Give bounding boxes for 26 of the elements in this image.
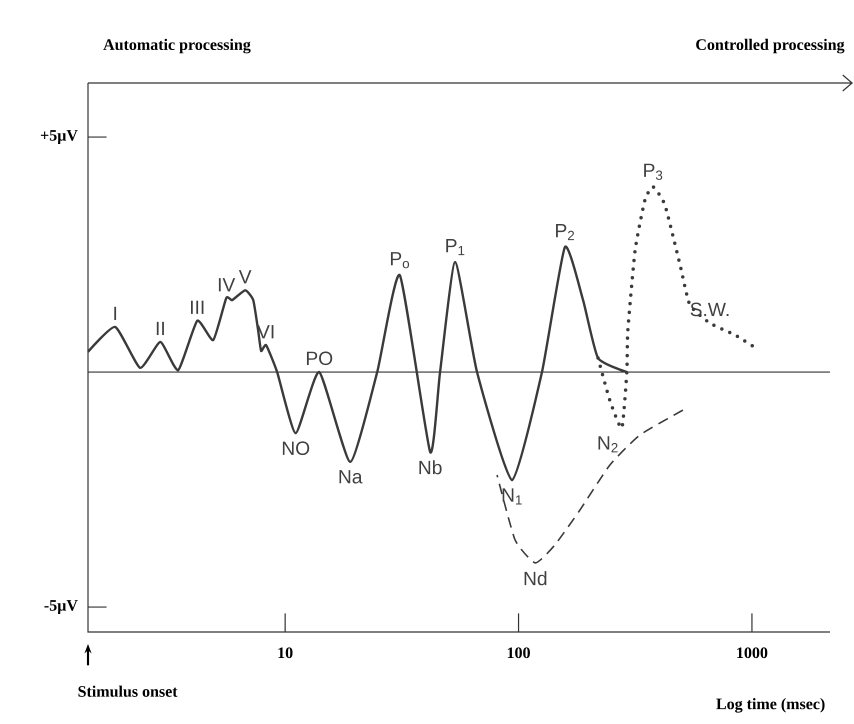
annotation: P$_{2}$ <box>556 224 574 240</box>
x-axis-title: Log time (msec) <box>716 698 825 713</box>
annotation: P$_{1}$ <box>446 239 464 256</box>
annotation: Nb <box>419 460 442 474</box>
x-tick-label: 10 <box>278 647 293 658</box>
annotation: Nd <box>524 571 546 586</box>
annotation: I <box>114 306 116 320</box>
y-tick-label: -5µV <box>44 600 78 614</box>
annotation: PO <box>306 352 332 366</box>
annotation: II <box>156 322 164 336</box>
text: Controlled processing <box>696 38 844 54</box>
annotation: P$_{o}$ <box>390 252 410 268</box>
x-tick-label: 1000 <box>737 647 768 658</box>
annotation: P$_{3}$ <box>644 164 662 180</box>
annotation: NO <box>282 441 310 456</box>
annotation: S.W. <box>690 302 728 316</box>
annotation: IV <box>218 278 236 292</box>
y-tick-label: +5µV <box>40 130 78 144</box>
annotation: Na <box>340 470 362 484</box>
annotation: N$_{2}$ <box>598 436 618 452</box>
x-tick-label: 100 <box>508 647 530 658</box>
annotation: III <box>190 300 204 314</box>
annotation: N$_{1}$ <box>502 488 522 505</box>
text: Automatic processing <box>103 38 251 54</box>
text: Stimulus onset <box>78 686 178 697</box>
annotation: V <box>238 270 252 284</box>
